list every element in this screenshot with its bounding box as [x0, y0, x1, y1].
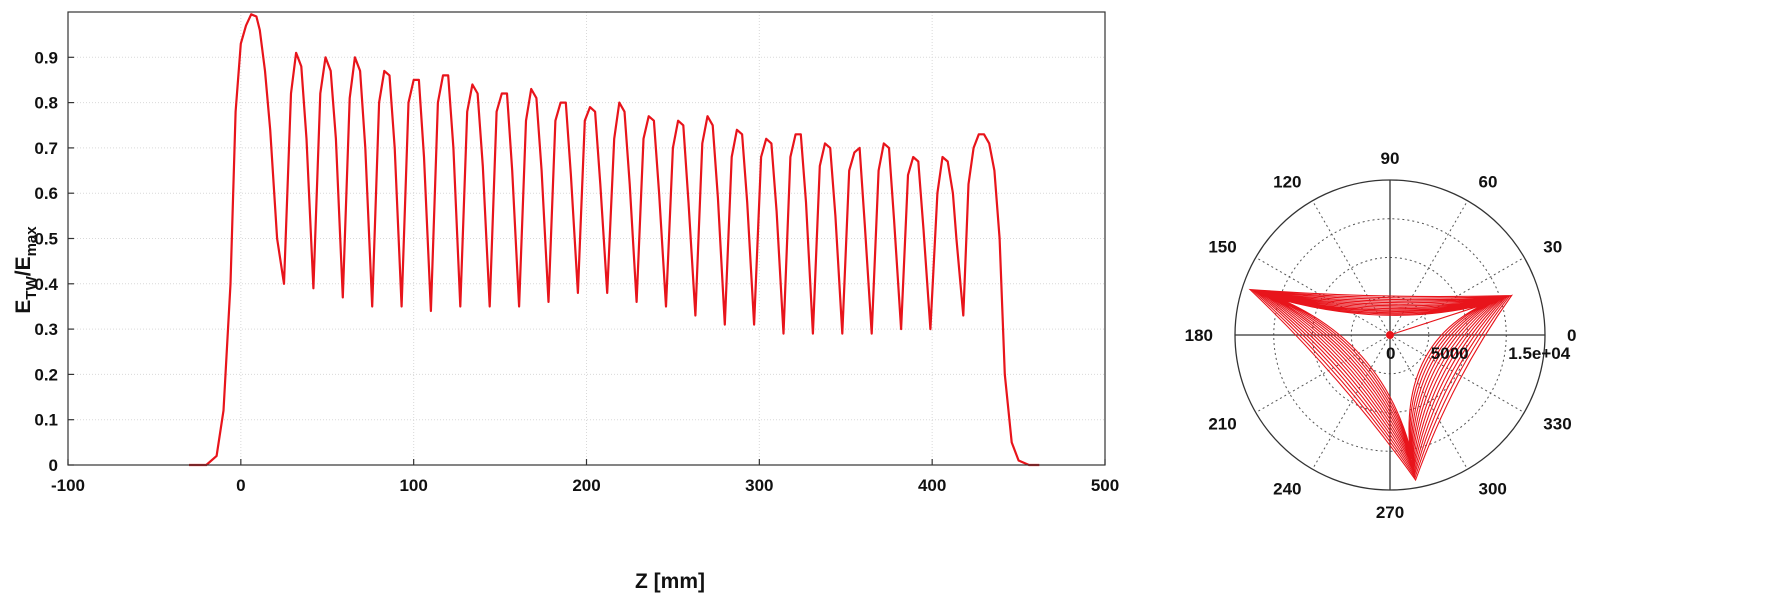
angle-label-120: 120 — [1273, 173, 1301, 192]
y-tick-label-6: 0.6 — [34, 184, 58, 203]
x-tick-label-2: 100 — [399, 476, 427, 495]
polar-radius-labels: 0 5000 1.5e+04 — [1386, 344, 1571, 363]
polar-spoke-330 — [1389, 334, 1525, 413]
angle-label-270: 270 — [1376, 503, 1404, 522]
polar-trajectory-line — [1248, 288, 1514, 482]
y-axis-label-sub1: TW — [23, 275, 40, 299]
x-tick-label-4: 300 — [745, 476, 773, 495]
angle-label-60: 60 — [1479, 173, 1498, 192]
y-tick-label-1: 0.1 — [34, 411, 58, 430]
polar-spoke-30 — [1389, 257, 1525, 336]
y-tick-label-5: 0.5 — [34, 230, 58, 249]
radius-label-1: 5000 — [1431, 344, 1469, 363]
x-tick-label-1: 0 — [236, 476, 245, 495]
polar-angle-labels: 0 30 60 90 120 150 180 210 240 270 300 330 — [1185, 149, 1577, 522]
radius-label-2: 1.5e+04 — [1508, 344, 1570, 363]
y-tick-label-0: 0 — [49, 456, 58, 475]
y-tick-label-9: 0.9 — [34, 48, 58, 67]
y-axis-label-mid: /E — [12, 256, 35, 276]
angle-label-240: 240 — [1273, 479, 1301, 498]
y-tick-label-3: 0.3 — [34, 320, 58, 339]
angle-label-30: 30 — [1543, 238, 1562, 257]
y-tick-label-4: 0.4 — [34, 275, 58, 294]
polar-trajectory — [1248, 288, 1514, 482]
y-tick-labels: 0 0.1 0.2 0.3 0.4 0.5 0.6 0.7 0.8 0.9 — [34, 48, 58, 475]
y-tick-label-8: 0.8 — [34, 94, 58, 113]
y-axis-label-main: E — [12, 300, 35, 314]
x-tick-label-5: 400 — [918, 476, 946, 495]
y-axis-label: ETW/Emax — [12, 226, 40, 314]
polar-spoke-240 — [1312, 334, 1391, 470]
polar-origin-marker — [1386, 331, 1394, 339]
angle-label-330: 330 — [1543, 415, 1571, 434]
polar-spoke-210 — [1255, 334, 1391, 413]
angle-label-300: 300 — [1479, 479, 1507, 498]
cartesian-frame — [67, 11, 1106, 466]
y-tick-label-7: 0.7 — [34, 139, 58, 158]
field-profile-series — [189, 13, 1040, 467]
x-tick-label-0: -100 — [51, 476, 85, 495]
angle-label-0: 0 — [1567, 326, 1576, 345]
x-tick-labels: -100 0 100 200 300 400 500 — [51, 476, 1119, 495]
angle-label-180: 180 — [1185, 326, 1213, 345]
x-axis-label: Z [mm] — [635, 570, 705, 593]
angle-label-90: 90 — [1381, 149, 1400, 168]
field-profile-line — [189, 13, 1040, 467]
x-tick-label-6: 500 — [1091, 476, 1119, 495]
y-tick-label-2: 0.2 — [34, 365, 58, 384]
y-axis-label-sub2: max — [23, 226, 40, 257]
polar-spoke-300 — [1389, 334, 1468, 470]
polar-chart: 0 30 60 90 120 150 180 210 240 270 300 330 0 5000 1.5… — [1185, 149, 1577, 522]
angle-label-210: 210 — [1208, 415, 1236, 434]
x-tick-label-3: 200 — [572, 476, 600, 495]
polar-spoke-150 — [1255, 257, 1391, 336]
radius-label-0: 0 — [1386, 344, 1395, 363]
field-profile-chart: -100 0 100 200 300 400 500 00.10.20.30.40.50.6… — [12, 11, 1119, 593]
angle-label-150: 150 — [1208, 238, 1236, 257]
